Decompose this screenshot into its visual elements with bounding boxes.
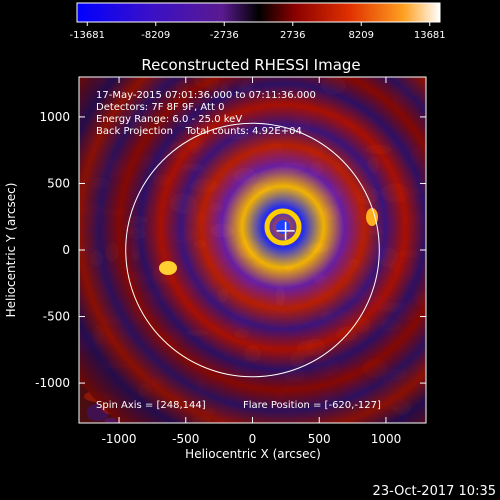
spin-axis-label: Spin Axis = [248,144] bbox=[96, 400, 206, 411]
chart-title: Reconstructed RHESSI Image bbox=[141, 56, 360, 74]
x-axis-label: Heliocentric X (arcsec) bbox=[185, 447, 321, 461]
y-tick-label: -1000 bbox=[35, 376, 70, 390]
x-tick-label: 0 bbox=[249, 432, 257, 446]
x-axis-ticks: -1000 -500 0 500 1000 bbox=[102, 77, 402, 446]
y-axis-ticks: -1000 -500 0 500 1000 bbox=[35, 110, 426, 390]
method-counts-annotation: Back Projection Total counts: 4.92E+04 bbox=[96, 126, 302, 137]
colorbar-tick-label: -13681 bbox=[70, 30, 105, 41]
colorbar-tick-label: 2736 bbox=[280, 30, 305, 41]
energy-range-annotation: Energy Range: 6.0 - 25.0 keV bbox=[96, 114, 242, 125]
x-tick-label: -500 bbox=[172, 432, 199, 446]
y-tick-label: 1000 bbox=[39, 110, 70, 124]
colorbar-tick-label: -2736 bbox=[210, 30, 239, 41]
x-tick-label: 1000 bbox=[371, 432, 402, 446]
y-axis-label: Heliocentric Y (arcsec) bbox=[4, 183, 18, 318]
x-tick-label: -1000 bbox=[102, 432, 137, 446]
flare-position-label: Flare Position = [-620,-127] bbox=[243, 400, 381, 411]
detectors-annotation: Detectors: 7F 8F 9F, Att 0 bbox=[96, 102, 224, 113]
colorbar-ticks: -13681 -8209 -2736 2736 8209 13681 bbox=[70, 22, 446, 41]
timestamp: 23-Oct-2017 10:35 bbox=[373, 484, 496, 499]
source-center-cross bbox=[276, 221, 295, 240]
solar-limb-circle bbox=[125, 122, 380, 378]
time-range-annotation: 17-May-2015 07:01:36.000 to 07:11:36.000 bbox=[96, 90, 316, 101]
colorbar-tick-label: -8209 bbox=[141, 30, 170, 41]
y-tick-label: 0 bbox=[62, 243, 70, 257]
y-tick-label: 500 bbox=[47, 176, 70, 190]
ring-pattern bbox=[79, 77, 426, 423]
colorbar-tick-label: 8209 bbox=[349, 30, 374, 41]
colorbar-tick-label: 13681 bbox=[414, 30, 446, 41]
colorbar bbox=[76, 2, 441, 23]
image-field bbox=[79, 77, 426, 423]
y-tick-label: -500 bbox=[43, 310, 70, 324]
x-tick-label: 500 bbox=[308, 432, 331, 446]
